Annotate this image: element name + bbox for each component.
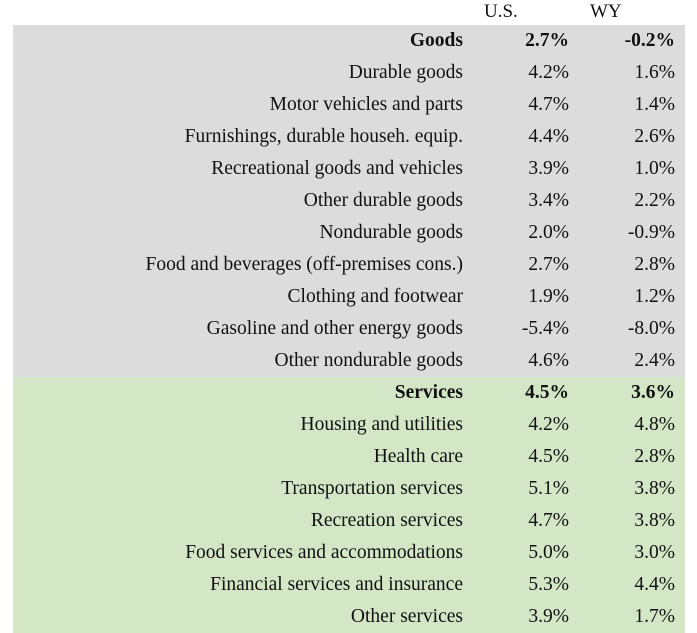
wy-value: 3.8% [634,510,675,531]
table-row: Clothing and footwear 1.9% 1.2% [13,281,685,313]
table-row: Nondurable goods 2.0% -0.9% [13,217,685,249]
wy-value: 4.4% [634,574,675,595]
wy-value: -0.2% [624,30,675,51]
wy-value: 2.8% [634,446,675,467]
us-value: 4.7% [528,510,569,531]
row-label: Health care [373,446,463,467]
table-row: Health care 4.5% 2.8% [13,441,685,473]
row-label: Food services and accommodations [185,542,463,563]
table-row: Recreation services 4.7% 3.8% [13,505,685,537]
wy-value: 3.6% [631,382,675,403]
goods-category-row: Goods 2.7% -0.2% [13,25,685,57]
consumption-table: Goods 2.7% -0.2% Durable goods 4.2% 1.6% Motor… [13,25,685,633]
column-header-wy: WY [590,1,622,22]
table-row: Recreational goods and vehicles 3.9% 1.0% [13,153,685,185]
row-label: Gasoline and other energy goods [206,318,463,339]
row-label: Food and beverages (off-premises cons.) [145,254,463,275]
row-label: Financial services and insurance [210,574,463,595]
us-value: 1.9% [528,286,569,307]
row-label: Recreational goods and vehicles [211,158,463,179]
row-label: Motor vehicles and parts [269,94,463,115]
row-label: Other services [350,606,463,627]
row-label: Other durable goods [303,190,463,211]
table-row: Transportation services 5.1% 3.8% [13,473,685,505]
services-category-row: Services 4.5% 3.6% [13,377,685,409]
wy-value: 1.0% [634,158,675,179]
wy-value: 2.2% [634,190,675,211]
us-value: 4.7% [528,94,569,115]
wy-value: 3.8% [634,478,675,499]
row-label: Transportation services [281,478,463,499]
us-value: 2.0% [528,222,569,243]
row-label: Goods [409,30,463,51]
row-label: Other nondurable goods [274,350,463,371]
us-value: 4.5% [528,446,569,467]
us-value: 4.2% [528,414,569,435]
table-row: Gasoline and other energy goods -5.4% -8.0… [13,313,685,345]
us-value: 3.9% [528,606,569,627]
wy-value: 4.8% [634,414,675,435]
row-label: Recreation services [310,510,463,531]
wy-value: 2.4% [634,350,675,371]
wy-value: 3.0% [634,542,675,563]
us-value: 2.7% [528,254,569,275]
column-header-us: U.S. [484,1,518,22]
row-label: Nondurable goods [319,222,463,243]
us-value: -5.4% [521,318,569,339]
table-row: Food services and accommodations 5.0% 3.0% [13,537,685,569]
wy-value: 2.6% [634,126,675,147]
table-row: Housing and utilities 4.2% 4.8% [13,409,685,441]
table-row: Other services 3.9% 1.7% [13,601,685,633]
us-value: 4.2% [528,62,569,83]
us-value: 4.4% [528,126,569,147]
wy-value: 1.7% [634,606,675,627]
us-value: 5.3% [528,574,569,595]
table-row: Other nondurable goods 4.6% 2.4% [13,345,685,377]
us-value: 2.7% [525,30,569,51]
wy-value: -8.0% [627,318,675,339]
us-value: 5.1% [528,478,569,499]
us-value: 3.9% [528,158,569,179]
table-row: Motor vehicles and parts 4.7% 1.4% [13,89,685,121]
table-row: Durable goods 4.2% 1.6% [13,57,685,89]
us-value: 5.0% [528,542,569,563]
table-row: Furnishings, durable househ. equip. 4.4% 2… [13,121,685,153]
row-label: Housing and utilities [300,414,464,435]
row-label: Services [394,382,463,403]
wy-value: 1.2% [634,286,675,307]
us-value: 4.6% [528,350,569,371]
wy-value: -0.9% [627,222,675,243]
wy-value: 2.8% [634,254,675,275]
table-row: Financial services and insurance 5.3% 4.4% [13,569,685,601]
us-value: 3.4% [528,190,569,211]
wy-value: 1.4% [634,94,675,115]
row-label: Durable goods [348,62,463,83]
table-header: U.S. WY [0,0,697,26]
table-row: Other durable goods 3.4% 2.2% [13,185,685,217]
us-value: 4.5% [525,382,569,403]
row-label: Furnishings, durable househ. equip. [184,126,463,147]
row-label: Clothing and footwear [287,286,463,307]
table-row: Food and beverages (off-premises cons.) 2… [13,249,685,281]
wy-value: 1.6% [634,62,675,83]
